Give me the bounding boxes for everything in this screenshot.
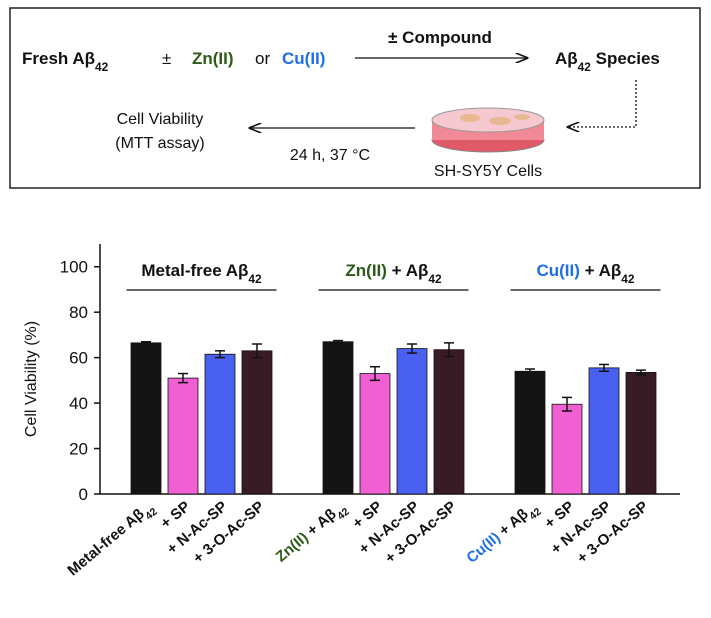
bar: [204, 353, 236, 495]
reactant: Fresh Aβ42: [22, 49, 109, 74]
text-part: Zn(II): [345, 261, 387, 280]
text-part: 42: [428, 272, 442, 286]
cells: SH-SY5Y Cells: [434, 163, 542, 180]
group-label: Cu(II) + Aβ42: [536, 261, 634, 286]
bar: [625, 372, 657, 495]
bar: [241, 350, 273, 495]
text-part: + Aβ: [493, 506, 532, 543]
zinc: Zn(II): [192, 49, 234, 68]
text-part: + Aβ: [387, 261, 428, 280]
bar: [130, 342, 162, 495]
readout: (MTT assay): [115, 135, 204, 152]
bar: [167, 377, 199, 495]
text-part: 42: [621, 272, 635, 286]
text-part: Cu(II): [536, 261, 579, 280]
copper: Cu(II): [282, 49, 325, 68]
bar: [433, 349, 465, 495]
text-part: 42: [95, 60, 109, 74]
text-part: + Aβ: [301, 506, 340, 543]
text-part: Metal-free Aβ: [64, 506, 147, 580]
text-part: Species: [591, 49, 660, 68]
text-part: Aβ: [555, 49, 578, 68]
y-tick-label: 100: [60, 258, 88, 277]
y-tick-label: 80: [69, 303, 88, 322]
arrow-label: ± Compound: [388, 28, 492, 47]
y-tick-label: 0: [79, 485, 88, 504]
bar: [588, 367, 620, 495]
x-tick-label: Metal-free Aβ42: [64, 498, 160, 583]
readout: Cell Viability: [117, 111, 204, 128]
group-label: Metal-free Aβ42: [141, 261, 262, 286]
y-tick-label: 40: [69, 394, 88, 413]
text-part: + Aβ: [580, 261, 621, 280]
y-axis-label: Cell Viability (%): [23, 321, 40, 437]
condition: 24 h, 37 °C: [290, 147, 370, 164]
or: or: [255, 49, 270, 68]
product: Aβ42 Species: [555, 49, 660, 74]
y-tick-label: 20: [69, 440, 88, 459]
text-part: 42: [578, 60, 592, 74]
text-part: Fresh Aβ: [22, 49, 95, 68]
bar: [359, 373, 391, 495]
bar: [322, 341, 354, 495]
scheme-box: [9, 7, 701, 189]
text-part: Metal-free Aβ: [141, 261, 248, 280]
x-tick-label: Cu(II) + Aβ42: [463, 498, 544, 571]
bar: [514, 370, 546, 495]
arrow: [568, 80, 637, 127]
plus-minus: ±: [162, 49, 171, 68]
group-label: Zn(II) + Aβ42: [345, 261, 442, 286]
bar: [551, 403, 583, 495]
petri-dish: [431, 107, 545, 153]
bar: [396, 348, 428, 495]
y-tick-label: 60: [69, 349, 88, 368]
text-part: 42: [248, 272, 262, 286]
x-tick-label: Zn(II) + Aβ42: [273, 498, 352, 570]
